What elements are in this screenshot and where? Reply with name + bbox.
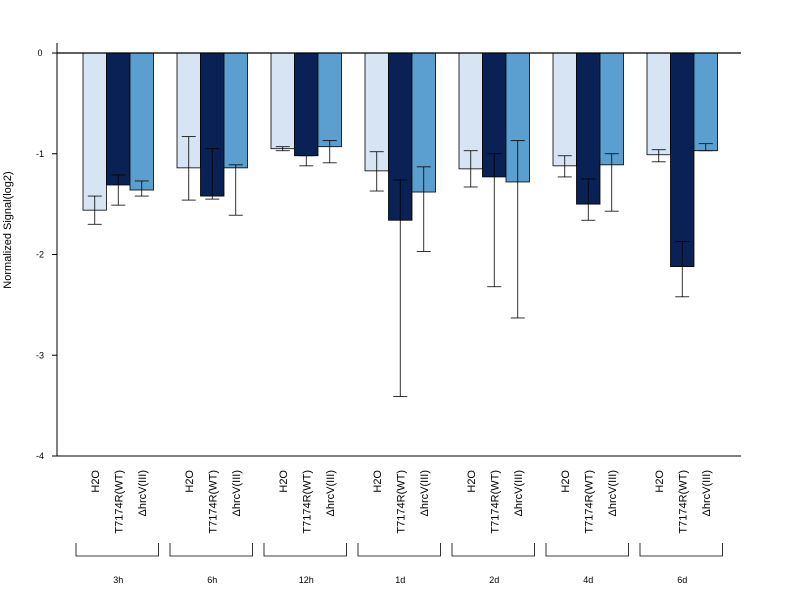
bar (317, 52, 342, 148)
group-label: 1d (395, 575, 405, 585)
bar (82, 52, 107, 211)
group-bracket (357, 543, 441, 557)
category-label: H2O (560, 470, 572, 493)
group-bracket (639, 543, 723, 557)
group-bracket (75, 543, 159, 557)
category-label: ΔhrcV(III) (325, 470, 337, 516)
group-label: 3h (113, 575, 123, 585)
category-label: H2O (466, 470, 478, 493)
category-label: T7174R(WT) (489, 470, 501, 534)
bar (294, 52, 319, 157)
group-label: 2d (489, 575, 499, 585)
y-tick-label: -4 (36, 451, 44, 461)
category-label: H2O (90, 470, 102, 493)
y-tick-label: -2 (36, 250, 44, 260)
category-label: ΔhrcV(III) (419, 470, 431, 516)
category-label: H2O (278, 470, 290, 493)
bar (129, 52, 154, 191)
category-label: H2O (372, 470, 384, 493)
category-label: H2O (184, 470, 196, 493)
bar (223, 52, 248, 169)
category-label: T7174R(WT) (113, 470, 125, 534)
category-label: T7174R(WT) (583, 470, 595, 534)
y-axis-label: Normalized Signal(log2) (2, 171, 14, 288)
category-label: T7174R(WT) (207, 470, 219, 534)
bar (552, 52, 577, 167)
y-tick-label: 0 (37, 48, 42, 58)
group-bracket (263, 543, 347, 557)
category-label: H2O (654, 470, 666, 493)
category-label: ΔhrcV(III) (701, 470, 713, 516)
group-label: 4d (583, 575, 593, 585)
category-label: T7174R(WT) (395, 470, 407, 534)
y-tick-label: -1 (36, 149, 44, 159)
category-label: ΔhrcV(III) (137, 470, 149, 516)
group-bracket (169, 543, 253, 557)
bar (670, 52, 695, 267)
bar (693, 52, 718, 152)
y-tick-label: -3 (36, 350, 44, 360)
bar (599, 52, 624, 166)
category-label: ΔhrcV(III) (513, 470, 525, 516)
category-label: T7174R(WT) (301, 470, 313, 534)
group-label: 6d (677, 575, 687, 585)
plot-area: 0 -1 -2 -3 -4 H2O T7174R(WT) ΔhrcV(III) 3h H2O T71… (36, 43, 741, 585)
group-bracket (545, 543, 629, 557)
category-label: T7174R(WT) (677, 470, 689, 534)
group-label: 6h (207, 575, 217, 585)
bar (270, 52, 295, 150)
bar (646, 52, 671, 156)
group-label: 12h (299, 575, 314, 585)
bar (106, 52, 131, 186)
group-bracket (451, 543, 535, 557)
category-label: ΔhrcV(III) (231, 470, 243, 516)
category-label: ΔhrcV(III) (607, 470, 619, 516)
